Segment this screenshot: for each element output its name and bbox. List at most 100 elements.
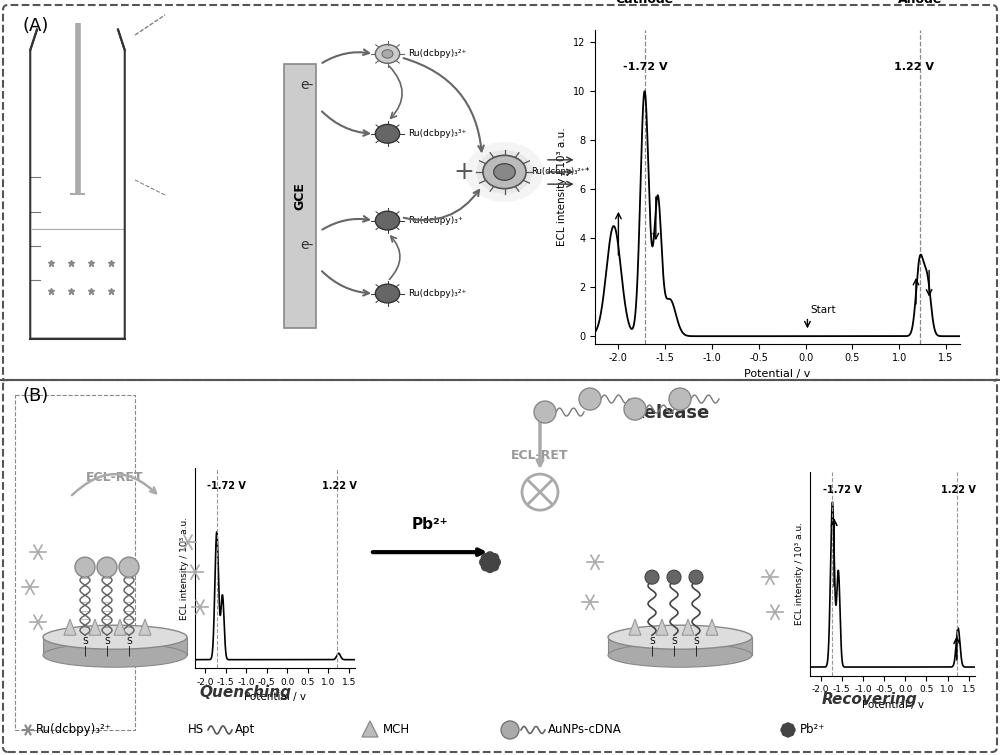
Text: Release: Release	[630, 404, 709, 422]
Text: AuNPs-cDNA: AuNPs-cDNA	[548, 723, 622, 736]
FancyBboxPatch shape	[284, 64, 316, 328]
Circle shape	[624, 398, 646, 420]
Text: -1.72 V: -1.72 V	[823, 485, 862, 495]
Circle shape	[787, 723, 794, 731]
Text: Anode: Anode	[898, 0, 942, 6]
Text: Ru(dcbpy)₃⁺: Ru(dcbpy)₃⁺	[408, 216, 462, 225]
Ellipse shape	[608, 643, 752, 667]
Text: Quenching: Quenching	[199, 685, 291, 700]
Text: HS: HS	[188, 723, 204, 736]
Circle shape	[97, 557, 117, 577]
Circle shape	[782, 723, 789, 731]
FancyBboxPatch shape	[3, 380, 997, 752]
Circle shape	[481, 553, 491, 563]
Ellipse shape	[43, 625, 187, 649]
Ellipse shape	[608, 625, 752, 649]
Text: Pb²⁺: Pb²⁺	[800, 723, 825, 736]
X-axis label: Potential / v: Potential / v	[862, 700, 924, 710]
Circle shape	[375, 211, 400, 230]
Circle shape	[382, 50, 393, 58]
Polygon shape	[608, 637, 752, 655]
Text: ECL-RET: ECL-RET	[86, 470, 144, 484]
Text: Cathode: Cathode	[615, 0, 674, 6]
Text: |: |	[105, 646, 109, 655]
Text: (B): (B)	[22, 387, 48, 405]
Text: S: S	[82, 637, 88, 646]
Circle shape	[485, 551, 495, 561]
Polygon shape	[706, 619, 718, 635]
Circle shape	[375, 45, 400, 63]
Text: Ru(dcbpy)₃²⁺: Ru(dcbpy)₃²⁺	[408, 49, 466, 58]
X-axis label: Potential / v: Potential / v	[744, 368, 811, 379]
Polygon shape	[43, 637, 187, 655]
Y-axis label: ECL intensity / 10³ a.u.: ECL intensity / 10³ a.u.	[180, 516, 189, 620]
Circle shape	[645, 570, 659, 584]
Text: |: |	[83, 646, 87, 655]
Circle shape	[522, 474, 558, 510]
Circle shape	[784, 723, 792, 729]
Circle shape	[119, 557, 139, 577]
Circle shape	[466, 142, 543, 202]
Text: S: S	[649, 637, 655, 646]
Text: S: S	[671, 637, 677, 646]
Circle shape	[785, 727, 791, 733]
Text: 1.22 V: 1.22 V	[322, 481, 357, 491]
Text: Ru(dcbpy)₃²⁺: Ru(dcbpy)₃²⁺	[408, 289, 466, 298]
Text: Ru(dcbpy)₃³⁺: Ru(dcbpy)₃³⁺	[408, 129, 466, 138]
Circle shape	[534, 401, 556, 423]
Ellipse shape	[43, 643, 187, 667]
Text: Ru(dcbpy)₃²⁺*: Ru(dcbpy)₃²⁺*	[532, 168, 590, 177]
Polygon shape	[89, 619, 101, 635]
Circle shape	[481, 562, 491, 572]
Text: -1.72 V: -1.72 V	[623, 62, 668, 72]
Circle shape	[479, 557, 489, 567]
Y-axis label: ECL intensity / 10³ a.u.: ECL intensity / 10³ a.u.	[557, 128, 567, 246]
Text: S: S	[693, 637, 699, 646]
Polygon shape	[64, 619, 76, 635]
Circle shape	[375, 125, 400, 143]
Polygon shape	[139, 619, 151, 635]
Polygon shape	[362, 721, 378, 737]
Text: Pb²⁺: Pb²⁺	[412, 517, 448, 532]
Circle shape	[485, 563, 495, 573]
Text: 1.22 V: 1.22 V	[941, 485, 976, 495]
Circle shape	[491, 557, 501, 567]
Text: S: S	[126, 637, 132, 646]
Circle shape	[780, 726, 787, 733]
Text: -1.72 V: -1.72 V	[207, 481, 246, 491]
Circle shape	[667, 570, 681, 584]
Text: 1.22 V: 1.22 V	[894, 62, 934, 72]
Circle shape	[689, 570, 703, 584]
Text: |: |	[650, 646, 654, 655]
Circle shape	[75, 557, 95, 577]
Text: |: |	[127, 646, 131, 655]
Text: |: |	[694, 646, 698, 655]
Text: +: +	[454, 160, 474, 184]
Text: Recovering: Recovering	[822, 692, 918, 707]
Circle shape	[476, 150, 533, 194]
Polygon shape	[114, 619, 126, 635]
Circle shape	[486, 558, 494, 566]
Y-axis label: ECL intensity / 10³ a.u.: ECL intensity / 10³ a.u.	[795, 522, 804, 625]
Circle shape	[782, 729, 789, 736]
Polygon shape	[656, 619, 668, 635]
Text: |: |	[672, 646, 676, 655]
Text: Ru(dcbpy)₃²⁺: Ru(dcbpy)₃²⁺	[36, 723, 112, 736]
Circle shape	[669, 388, 691, 410]
Text: (A): (A)	[22, 17, 48, 35]
Text: e-: e-	[300, 79, 313, 92]
Circle shape	[789, 726, 796, 733]
Circle shape	[784, 731, 792, 738]
Circle shape	[501, 721, 519, 739]
X-axis label: Potential / v: Potential / v	[244, 692, 306, 702]
Text: S: S	[104, 637, 110, 646]
Circle shape	[375, 284, 400, 303]
Circle shape	[787, 729, 794, 736]
Circle shape	[494, 164, 515, 180]
Circle shape	[483, 156, 526, 189]
Text: GCE: GCE	[293, 183, 306, 210]
Circle shape	[489, 562, 499, 572]
FancyBboxPatch shape	[3, 5, 997, 382]
Circle shape	[579, 388, 601, 410]
Text: ECL-RET: ECL-RET	[511, 449, 569, 462]
